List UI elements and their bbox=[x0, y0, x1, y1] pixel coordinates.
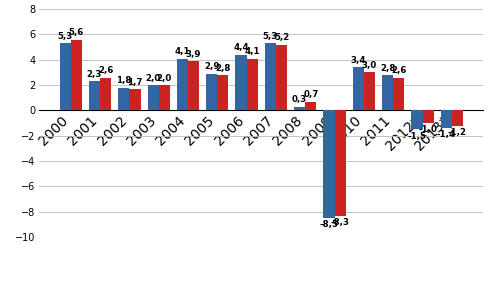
Text: 5,3: 5,3 bbox=[263, 32, 278, 41]
Bar bbox=[323, 110, 335, 218]
Text: 2,6: 2,6 bbox=[98, 66, 113, 75]
Text: 2,6: 2,6 bbox=[391, 66, 406, 75]
Text: 3,4: 3,4 bbox=[351, 56, 366, 65]
Bar bbox=[159, 85, 170, 110]
Text: 0,3: 0,3 bbox=[292, 95, 307, 104]
Text: 0,7: 0,7 bbox=[303, 90, 318, 99]
Text: -1,0: -1,0 bbox=[419, 125, 437, 134]
Bar bbox=[89, 81, 100, 110]
Bar bbox=[305, 102, 317, 110]
Text: 2,8: 2,8 bbox=[215, 64, 231, 73]
Text: -1,4: -1,4 bbox=[437, 130, 456, 140]
Text: 2,0: 2,0 bbox=[145, 74, 161, 83]
Bar bbox=[246, 58, 258, 110]
Bar bbox=[423, 110, 434, 123]
Bar bbox=[411, 110, 423, 130]
Text: 5,3: 5,3 bbox=[58, 32, 73, 41]
Text: -8,3: -8,3 bbox=[331, 218, 350, 227]
Bar bbox=[236, 55, 246, 110]
Bar bbox=[147, 85, 159, 110]
Bar bbox=[441, 110, 452, 128]
Bar bbox=[382, 75, 393, 110]
Bar bbox=[335, 110, 346, 216]
Text: 5,2: 5,2 bbox=[274, 33, 289, 42]
Text: 2,0: 2,0 bbox=[157, 74, 172, 83]
Text: -1,5: -1,5 bbox=[408, 132, 426, 141]
Text: 1,7: 1,7 bbox=[127, 78, 142, 87]
Bar bbox=[71, 40, 82, 110]
Bar bbox=[118, 88, 129, 110]
Bar bbox=[353, 67, 364, 110]
Text: 5,6: 5,6 bbox=[69, 28, 84, 37]
Text: -8,5: -8,5 bbox=[319, 220, 338, 230]
Bar bbox=[364, 72, 375, 110]
Bar bbox=[60, 43, 71, 110]
Bar bbox=[393, 78, 404, 110]
Text: 4,4: 4,4 bbox=[233, 43, 249, 52]
Bar bbox=[129, 89, 141, 110]
Text: 3,9: 3,9 bbox=[186, 50, 201, 59]
Text: 2,3: 2,3 bbox=[87, 70, 102, 79]
Bar bbox=[188, 61, 199, 110]
Text: 3,0: 3,0 bbox=[362, 61, 377, 70]
Bar bbox=[276, 45, 287, 110]
Text: 4,1: 4,1 bbox=[245, 47, 260, 56]
Text: 4,1: 4,1 bbox=[175, 47, 190, 56]
Bar bbox=[294, 107, 305, 110]
Bar bbox=[177, 58, 188, 110]
Text: 2,8: 2,8 bbox=[380, 64, 395, 73]
Text: 1,8: 1,8 bbox=[116, 76, 132, 85]
Bar bbox=[206, 74, 217, 110]
Bar bbox=[265, 43, 276, 110]
Bar bbox=[452, 110, 463, 126]
Bar bbox=[100, 78, 111, 110]
Bar bbox=[217, 75, 228, 110]
Text: -1,2: -1,2 bbox=[448, 128, 467, 137]
Text: 2,9: 2,9 bbox=[204, 62, 219, 71]
